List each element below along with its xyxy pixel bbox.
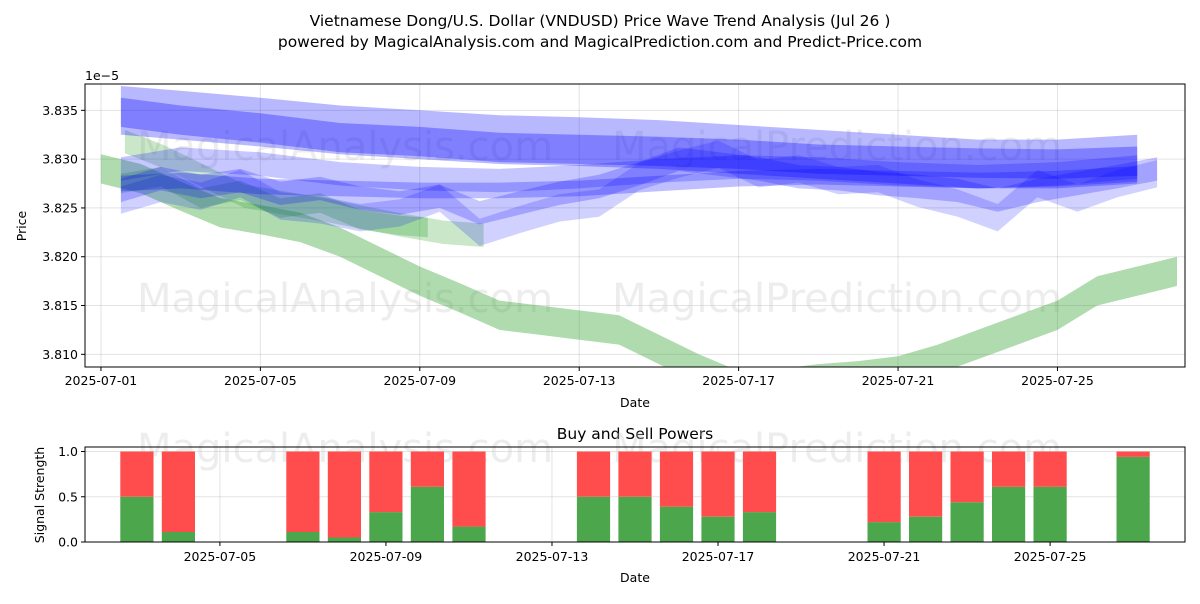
buy-power-bar <box>327 537 361 542</box>
buy-power-bar <box>867 522 901 542</box>
sell-power-bar <box>742 451 777 513</box>
buy-sell-y-ticks: 0.0 0.5 1.0 <box>58 444 85 550</box>
green-wave-band-3 <box>120 166 428 238</box>
buy-power-bar <box>410 486 444 542</box>
price-plot-frame <box>84 83 1186 368</box>
blue-wave-band-4 <box>120 86 1138 189</box>
watermark-mid-left: MagicalAnalysis.com <box>137 276 553 322</box>
buy-power-bar <box>701 516 735 542</box>
price-y-tick-label: 3.830 <box>42 152 78 167</box>
price-y-offset-label: 1e−5 <box>85 68 119 83</box>
sell-power-bar <box>452 451 486 527</box>
buy-sell-powers-chart: Buy and Sell Powers MagicalAnalysis.com … <box>32 425 1186 585</box>
price-wave-chart: MagicalAnalysis.com MagicalPrediction.co… <box>14 68 1186 410</box>
price-x-tick-label: 2025-07-17 <box>702 373 775 388</box>
price-y-tick-label: 3.810 <box>42 347 78 362</box>
buy-sell-x-tick-label: 2025-07-13 <box>516 549 589 564</box>
price-y-axis-label: Price <box>14 210 29 241</box>
sell-power-bar <box>286 451 320 532</box>
buy-power-bar <box>618 496 652 542</box>
buy-sell-x-tick-label: 2025-07-17 <box>682 549 755 564</box>
price-x-tick-label: 2025-07-25 <box>1021 373 1094 388</box>
buy-sell-x-tick-label: 2025-07-25 <box>1014 549 1087 564</box>
buy-power-bar <box>950 502 984 542</box>
buy-sell-y-tick-label: 0.5 <box>58 489 78 504</box>
sell-power-bar <box>576 451 611 497</box>
blue-wave-band-8 <box>120 140 1158 246</box>
price-x-tick-label: 2025-07-05 <box>224 373 297 388</box>
buy-power-bar <box>369 512 403 542</box>
sell-power-bar <box>950 451 984 503</box>
price-x-tick-label: 2025-07-01 <box>65 373 138 388</box>
sell-power-bar <box>327 451 361 538</box>
buy-sell-plot-frame <box>84 446 1186 543</box>
blue-wave-band-5 <box>120 97 1138 179</box>
chart-title: Vietnamese Dong/U.S. Dollar (VNDUSD) Pri… <box>310 12 891 30</box>
price-x-tick-label: 2025-07-21 <box>862 373 935 388</box>
watermark-top-right: MagicalPrediction.com <box>612 124 1062 170</box>
buy-power-bar <box>120 496 154 542</box>
blue-wave-band-7 <box>120 147 1158 225</box>
sell-power-bar <box>1033 451 1067 487</box>
sell-power-bar <box>992 451 1026 487</box>
buy-sell-x-axis-label: Date <box>620 570 650 585</box>
price-y-tick-label: 3.815 <box>42 298 78 313</box>
buy-power-bar <box>452 526 486 542</box>
chart-subtitle: powered by MagicalAnalysis.com and Magic… <box>278 33 922 51</box>
buy-power-bar <box>992 486 1026 542</box>
buy-sell-y-tick-label: 1.0 <box>58 444 78 459</box>
watermark-top-left: MagicalAnalysis.com <box>137 124 553 170</box>
buy-power-bar <box>161 532 195 542</box>
buy-power-bar <box>1033 486 1067 542</box>
price-grid <box>85 84 1185 367</box>
buy-power-bar <box>286 532 320 542</box>
sell-power-bar <box>701 451 735 517</box>
sell-power-bar <box>369 451 403 513</box>
buy-power-bar <box>576 496 611 542</box>
blue-wave-band-9 <box>120 166 1138 199</box>
watermark-mid-right: MagicalPrediction.com <box>612 276 1062 322</box>
green-wave-band-2 <box>124 129 484 247</box>
sell-power-bar <box>410 451 444 487</box>
buy-sell-bars <box>120 451 1150 542</box>
sell-power-bar <box>659 451 694 507</box>
sell-power-bar <box>867 451 901 523</box>
buy-sell-x-ticks: 2025-07-05 2025-07-09 2025-07-13 2025-07-17… <box>184 542 1087 564</box>
buy-sell-x-tick-label: 2025-07-21 <box>848 549 921 564</box>
buy-sell-y-axis-label: Signal Strength <box>32 447 47 543</box>
buy-power-bar <box>659 506 694 542</box>
sell-power-bar <box>909 451 943 517</box>
price-watermarks: MagicalAnalysis.com MagicalPrediction.co… <box>137 124 1062 322</box>
price-x-ticks: 2025-07-01 2025-07-05 2025-07-09 2025-07-13… <box>65 367 1094 388</box>
price-x-tick-label: 2025-07-09 <box>383 373 456 388</box>
buy-sell-x-tick-label: 2025-07-09 <box>350 549 423 564</box>
sell-power-bar <box>120 451 154 497</box>
buy-power-bar <box>909 516 943 542</box>
sell-power-bar <box>618 451 652 497</box>
buy-sell-y-tick-label: 0.0 <box>58 535 78 550</box>
buy-sell-x-tick-label: 2025-07-05 <box>184 549 257 564</box>
price-bands <box>100 86 1177 367</box>
buy-sell-title: Buy and Sell Powers <box>557 425 714 443</box>
buy-power-bar <box>742 512 777 542</box>
price-y-tick-label: 3.820 <box>42 249 78 264</box>
sell-power-bar <box>1116 451 1150 457</box>
sell-power-bar <box>161 451 195 532</box>
price-y-ticks: 3.810 3.815 3.820 3.825 3.830 3.835 <box>42 103 85 362</box>
price-x-axis-label: Date <box>620 395 650 410</box>
price-x-tick-label: 2025-07-13 <box>543 373 616 388</box>
price-y-tick-label: 3.825 <box>42 200 78 215</box>
price-y-tick-label: 3.835 <box>42 103 78 118</box>
blue-wave-band-6 <box>120 147 1138 193</box>
buy-power-bar <box>1116 457 1150 542</box>
